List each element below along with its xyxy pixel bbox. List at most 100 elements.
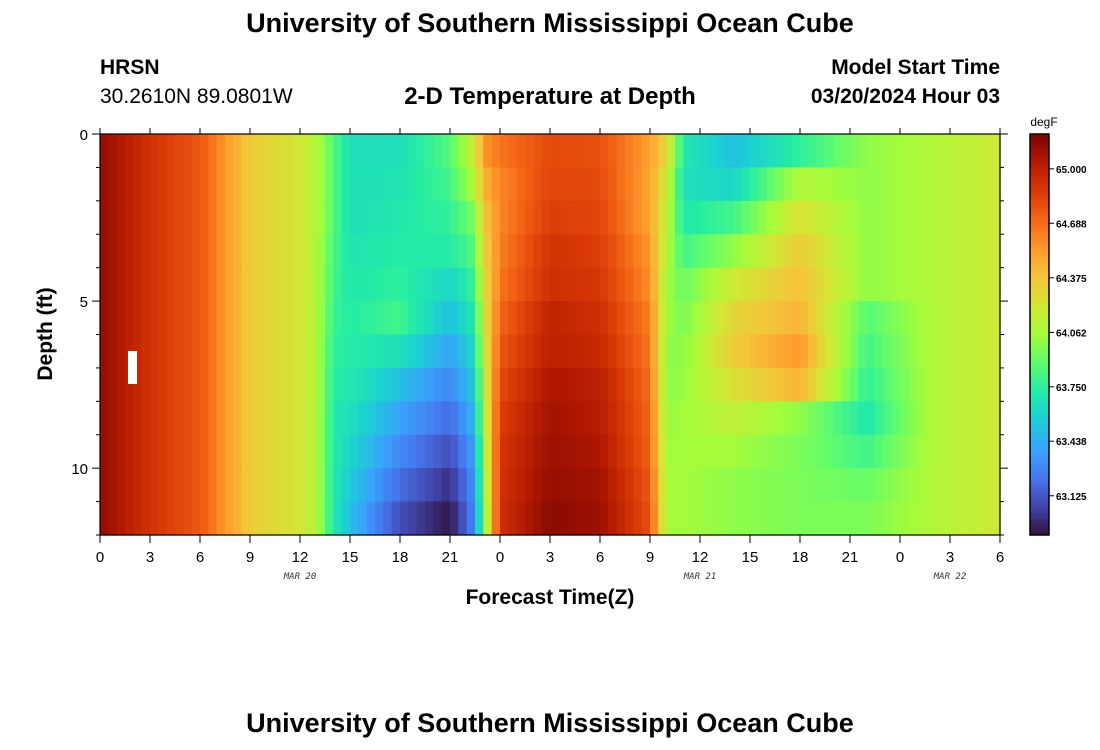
heatmap-cell bbox=[866, 267, 876, 302]
heatmap-cell bbox=[350, 200, 359, 235]
heatmap-cell bbox=[716, 267, 726, 302]
heatmap-cell bbox=[358, 501, 368, 536]
heatmap-cell bbox=[558, 334, 568, 369]
heatmap-cell bbox=[841, 501, 851, 536]
heatmap-cell bbox=[308, 301, 318, 336]
heatmap-cell bbox=[675, 200, 684, 235]
heatmap-cell bbox=[891, 301, 901, 336]
heatmap-cell bbox=[783, 434, 793, 469]
heatmap-cell bbox=[125, 468, 134, 503]
heatmap-cell bbox=[691, 167, 701, 202]
heatmap-cell bbox=[425, 134, 434, 169]
heatmap-cell bbox=[616, 434, 626, 469]
heatmap-cell bbox=[183, 468, 193, 503]
heatmap-cell bbox=[766, 267, 776, 302]
heatmap-cell bbox=[133, 434, 143, 469]
heatmap-cell bbox=[600, 334, 609, 369]
heatmap-cell bbox=[200, 134, 209, 169]
heatmap-cell bbox=[750, 267, 759, 302]
heatmap-cell bbox=[650, 401, 659, 436]
colorbar-tick-label: 63.125 bbox=[1056, 492, 1087, 503]
heatmap-cell bbox=[875, 301, 884, 336]
heatmap-cell bbox=[800, 501, 809, 536]
heatmap-cell bbox=[491, 267, 501, 302]
heatmap-cell bbox=[941, 200, 951, 235]
heatmap-cell bbox=[958, 234, 968, 269]
heatmap-cell bbox=[783, 334, 793, 369]
heatmap-cell bbox=[608, 434, 618, 469]
heatmap-cell bbox=[658, 501, 668, 536]
x-tick-label: 18 bbox=[392, 549, 409, 566]
heatmap-cell bbox=[800, 200, 809, 235]
heatmap-cell bbox=[391, 200, 401, 235]
heatmap-cell bbox=[516, 334, 526, 369]
heatmap-cell bbox=[691, 367, 701, 402]
heatmap-cell bbox=[500, 434, 509, 469]
heatmap-cell bbox=[308, 267, 318, 302]
heatmap-cell bbox=[666, 334, 676, 369]
heatmap-cell bbox=[550, 234, 559, 269]
heatmap-cell bbox=[483, 367, 493, 402]
heatmap-cell bbox=[900, 434, 909, 469]
heatmap-cell bbox=[666, 301, 676, 336]
heatmap-cell bbox=[675, 434, 684, 469]
heatmap-cell bbox=[758, 367, 768, 402]
heatmap-cell bbox=[108, 434, 118, 469]
heatmap-cell bbox=[950, 200, 959, 235]
heatmap-cell bbox=[366, 267, 376, 302]
heatmap-cell bbox=[641, 200, 651, 235]
heatmap-cell bbox=[725, 200, 734, 235]
heatmap-cell bbox=[833, 468, 843, 503]
heatmap-cell bbox=[883, 234, 893, 269]
heatmap-cell bbox=[608, 501, 618, 536]
heatmap-cell bbox=[658, 200, 668, 235]
heatmap-cell bbox=[791, 501, 801, 536]
heatmap-cell bbox=[458, 334, 468, 369]
heatmap-cell bbox=[366, 334, 376, 369]
heatmap-cell bbox=[641, 301, 651, 336]
heatmap-cell bbox=[216, 134, 226, 169]
heatmap-cell bbox=[550, 267, 559, 302]
heatmap-cell bbox=[816, 334, 826, 369]
heatmap-cell bbox=[100, 468, 109, 503]
heatmap-cell bbox=[583, 167, 593, 202]
heatmap-cell bbox=[616, 367, 626, 402]
x-tick-label: 3 bbox=[546, 549, 554, 566]
heatmap-cell bbox=[566, 234, 576, 269]
heatmap-cell bbox=[516, 234, 526, 269]
heatmap-cell bbox=[308, 501, 318, 536]
heatmap-cell bbox=[475, 367, 484, 402]
heatmap-cell bbox=[766, 200, 776, 235]
heatmap-cell bbox=[150, 301, 159, 336]
heatmap-cell bbox=[433, 401, 443, 436]
heatmap-cell bbox=[775, 468, 784, 503]
heatmap-cell bbox=[583, 200, 593, 235]
heatmap-cell bbox=[450, 401, 459, 436]
heatmap-cell bbox=[733, 234, 743, 269]
heatmap-cell bbox=[766, 501, 776, 536]
heatmap-cell bbox=[683, 468, 693, 503]
heatmap-cell bbox=[975, 301, 984, 336]
heatmap-cell bbox=[466, 200, 476, 235]
heatmap-cell bbox=[766, 468, 776, 503]
heatmap-cell bbox=[516, 200, 526, 235]
heatmap-cell bbox=[966, 301, 976, 336]
heatmap-cell bbox=[650, 334, 659, 369]
heatmap-cells bbox=[100, 134, 1001, 536]
heatmap-cell bbox=[541, 501, 551, 536]
heatmap-cell bbox=[591, 167, 601, 202]
heatmap-cell bbox=[191, 468, 201, 503]
heatmap-cell bbox=[750, 134, 759, 169]
heatmap-cell bbox=[508, 468, 518, 503]
heatmap-cell bbox=[266, 167, 276, 202]
heatmap-cell bbox=[633, 134, 643, 169]
heatmap-cell bbox=[775, 267, 784, 302]
heatmap-cell bbox=[658, 367, 668, 402]
heatmap-cell bbox=[691, 434, 701, 469]
heatmap-cell bbox=[716, 200, 726, 235]
heatmap-cell bbox=[508, 234, 518, 269]
heatmap-cell bbox=[166, 301, 176, 336]
heatmap-cell bbox=[241, 200, 251, 235]
heatmap-cell bbox=[933, 367, 943, 402]
heatmap-cell bbox=[416, 334, 426, 369]
